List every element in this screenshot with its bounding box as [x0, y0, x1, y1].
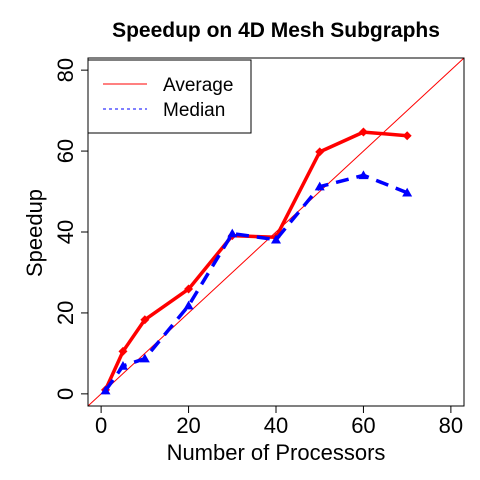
series-line-average	[103, 130, 409, 392]
y-axis-label: Speedup	[22, 189, 47, 277]
y-tick-label: 60	[53, 139, 78, 163]
x-tick-label: 0	[95, 413, 107, 438]
x-axis-label: Number of Processors	[167, 440, 386, 465]
series-line-median	[104, 173, 408, 392]
legend-box	[87, 59, 252, 134]
axis-ticks: 0 20 40 60 80 0 20 40 60 80	[53, 58, 463, 438]
y-tick-label: 0	[53, 388, 78, 400]
x-tick-label: 20	[176, 413, 200, 438]
y-tick-label: 80	[53, 58, 78, 82]
data-point-median	[402, 187, 413, 197]
legend: Average Median	[87, 59, 252, 134]
x-tick-label: 40	[264, 413, 288, 438]
data-point-median	[271, 234, 281, 244]
data-point-average	[118, 346, 128, 356]
legend-label-average: Average	[163, 75, 233, 96]
data-point-average	[184, 284, 194, 294]
x-tick-label: 80	[439, 413, 463, 438]
data-point-median	[100, 385, 111, 395]
data-point-average	[358, 127, 368, 137]
data-point-median	[183, 300, 194, 310]
data-point-median	[314, 181, 325, 191]
data-point-average	[402, 131, 412, 141]
data-point-average	[140, 315, 150, 325]
data-point-average	[315, 147, 325, 157]
data-point-median	[358, 170, 369, 180]
chart-title: Speedup on 4D Mesh Subgraphs	[112, 19, 440, 42]
data-point-median	[227, 228, 238, 238]
legend-label-median: Median	[163, 100, 225, 121]
reference-line-y-equals-x	[87, 57, 465, 407]
data-point-median	[117, 360, 128, 370]
data-point-median	[139, 353, 150, 363]
y-tick-label: 40	[53, 220, 78, 244]
y-tick-label: 20	[53, 301, 78, 325]
x-tick-label: 60	[351, 413, 375, 438]
